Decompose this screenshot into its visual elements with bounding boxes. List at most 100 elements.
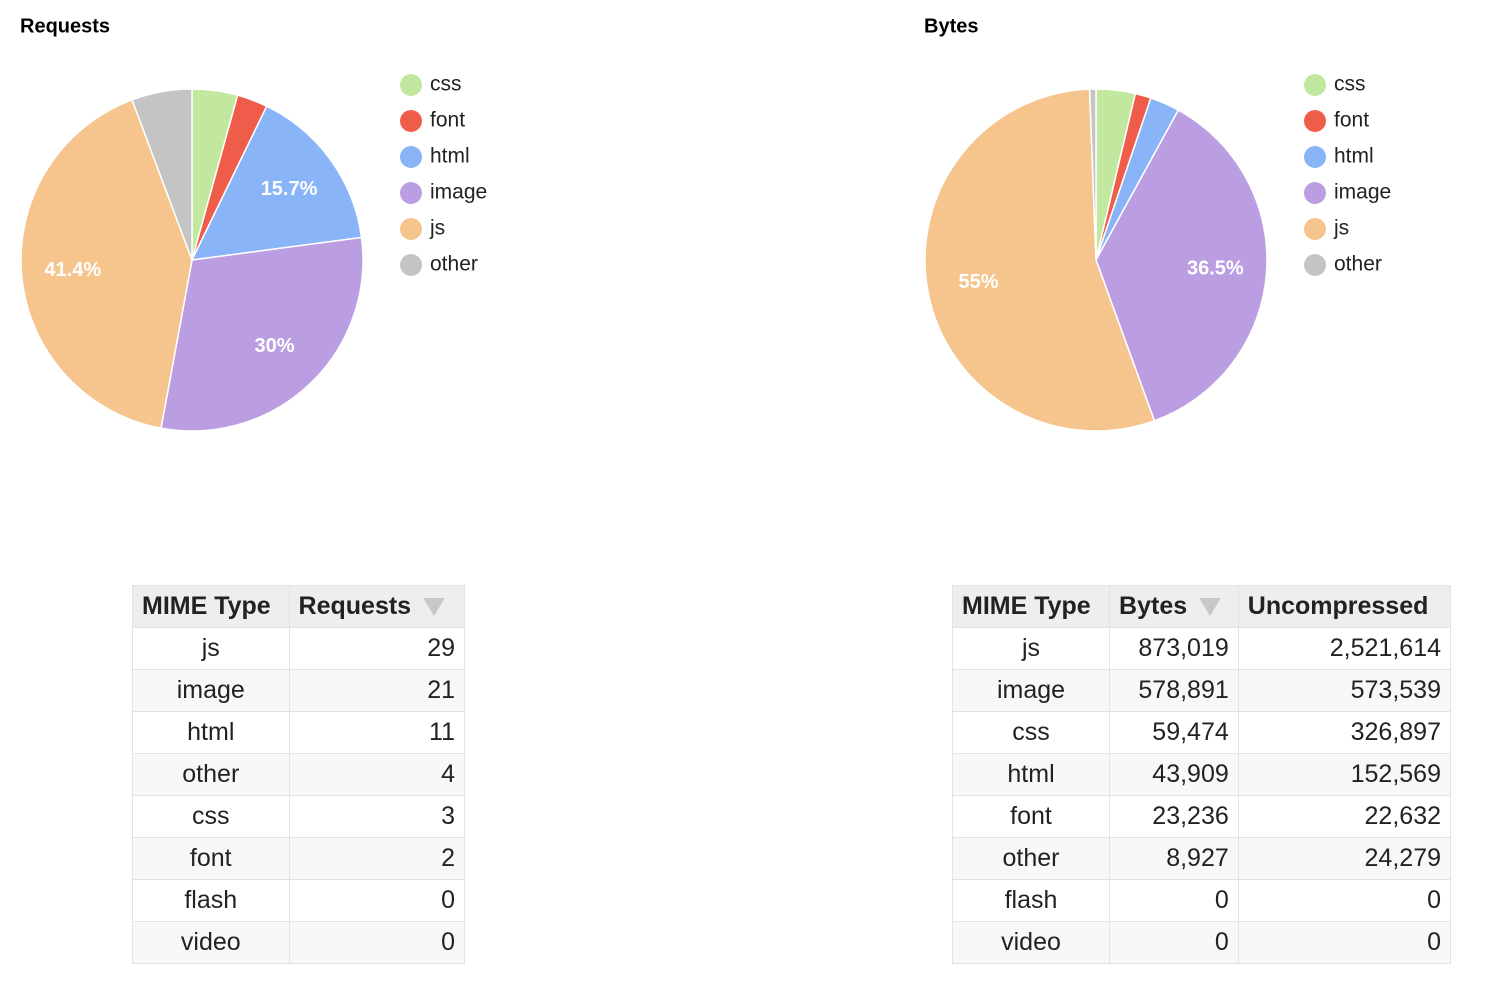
table-row: other 8,927 24,279 [951,837,1452,880]
slice-label: 55% [959,271,999,293]
table-cell: 59,474 [1109,711,1239,754]
table-cell: 326,897 [1237,711,1452,754]
legend-swatch [400,146,422,168]
chart-title: Bytes [924,15,978,37]
legend-swatch [1304,254,1326,276]
table-cell: 0 [1237,921,1452,964]
table-cell: other [951,837,1111,880]
header-text: Bytes [1119,592,1188,620]
table-row: image 21 [132,669,466,712]
legend-label: image [430,181,487,204]
legend-swatch [1304,74,1326,96]
table-cell: css [132,795,290,838]
pie-slice [1095,109,1268,422]
bytes-table: MIME Type Bytes Uncompressed js 873,019 2,521… [951,585,1452,964]
table-cell: font [132,837,290,880]
table-row: css 3 [132,795,466,838]
table-cell: js [132,627,290,670]
pie-slice [1088,88,1097,261]
legend-label: css [430,73,462,96]
header-row: MIME Type Bytes Uncompressed [951,585,1452,628]
column-header[interactable]: Uncompressed [1237,585,1452,628]
table-cell: 8,927 [1109,837,1239,880]
legend-swatch [400,74,422,96]
pie-slice [924,88,1156,432]
table-cell: 0 [1109,921,1239,964]
table-cell: 2,521,614 [1237,627,1452,670]
table-cell: 24,279 [1237,837,1452,880]
legend-label: html [430,145,470,168]
column-header[interactable]: MIME Type [951,585,1111,628]
table-cell: font [951,795,1111,838]
slice-label: 15.7% [261,178,318,200]
table-cell: flash [132,879,290,922]
table-cell: 43,909 [1109,753,1239,796]
table-cell: 573,539 [1237,669,1452,712]
table-cell: 0 [1109,879,1239,922]
table-cell: 0 [288,879,466,922]
table-cell: 578,891 [1109,669,1239,712]
pie-slice [160,236,364,432]
header-text: Requests [298,592,412,620]
table-cell: 21 [288,669,466,712]
legend-label: font [1334,109,1369,132]
table-row: flash 0 0 [951,879,1452,922]
table-row: js 29 [132,627,466,670]
table-row: video 0 0 [951,921,1452,964]
column-header[interactable]: Requests [288,585,466,628]
sort-arrow [1199,598,1222,617]
legend-label: image [1334,181,1391,204]
legend-swatch [1304,182,1326,204]
table-cell: 152,569 [1237,753,1452,796]
table-cell: html [132,711,290,754]
legend-swatch [400,254,422,276]
table-cell: 23,236 [1109,795,1239,838]
table-cell: image [132,669,290,712]
slice-label: 36.5% [1187,257,1244,279]
legend-swatch [1304,146,1326,168]
table-row: font 2 [132,837,466,880]
table-cell: 0 [1237,879,1452,922]
table-row: video 0 [132,921,466,964]
table-cell: image [951,669,1111,712]
table-cell: js [951,627,1111,670]
header-text: MIME Type [142,592,271,620]
table-cell: video [132,921,290,964]
pie-slice [131,88,193,261]
charts: Requests 15.7% 30% 41.4% css font html image js o… [20,15,1391,432]
slice-label: 41.4% [44,259,101,281]
table-row: html 43,909 152,569 [951,753,1452,796]
legend-swatch [1304,110,1326,132]
column-header[interactable]: MIME Type [132,585,290,628]
table-row: html 11 [132,711,466,754]
pie-slice [190,105,363,261]
legend-swatch [400,110,422,132]
chart-title: Requests [20,15,110,37]
table-cell: flash [951,879,1111,922]
table-row: image 578,891 573,539 [951,669,1452,712]
table-cell: 3 [288,795,466,838]
legend-label: other [430,253,478,276]
legend-swatch [400,182,422,204]
slice-label: 30% [254,335,294,357]
table-cell: 22,632 [1237,795,1452,838]
table-cell: 4 [288,753,466,796]
table-row: js 873,019 2,521,614 [951,627,1452,670]
legend-label: css [1334,73,1366,96]
legend-label: html [1334,145,1374,168]
table-cell: video [951,921,1111,964]
table-cell: 29 [288,627,466,670]
pie-slice [20,98,193,430]
legend-swatch [1304,218,1326,240]
legend-label: other [1334,253,1382,276]
table-cell: 0 [288,921,466,964]
table-row: flash 0 [132,879,466,922]
table-row: other 4 [132,753,466,796]
header-text: Uncompressed [1247,592,1429,620]
column-header[interactable]: Bytes [1109,585,1239,628]
header-row: MIME Type Requests [132,585,466,628]
table-cell: css [951,711,1111,754]
requests-table: MIME Type Requests js 29 image 21 html 11 other 4… [132,585,466,964]
table-cell: 2 [288,837,466,880]
